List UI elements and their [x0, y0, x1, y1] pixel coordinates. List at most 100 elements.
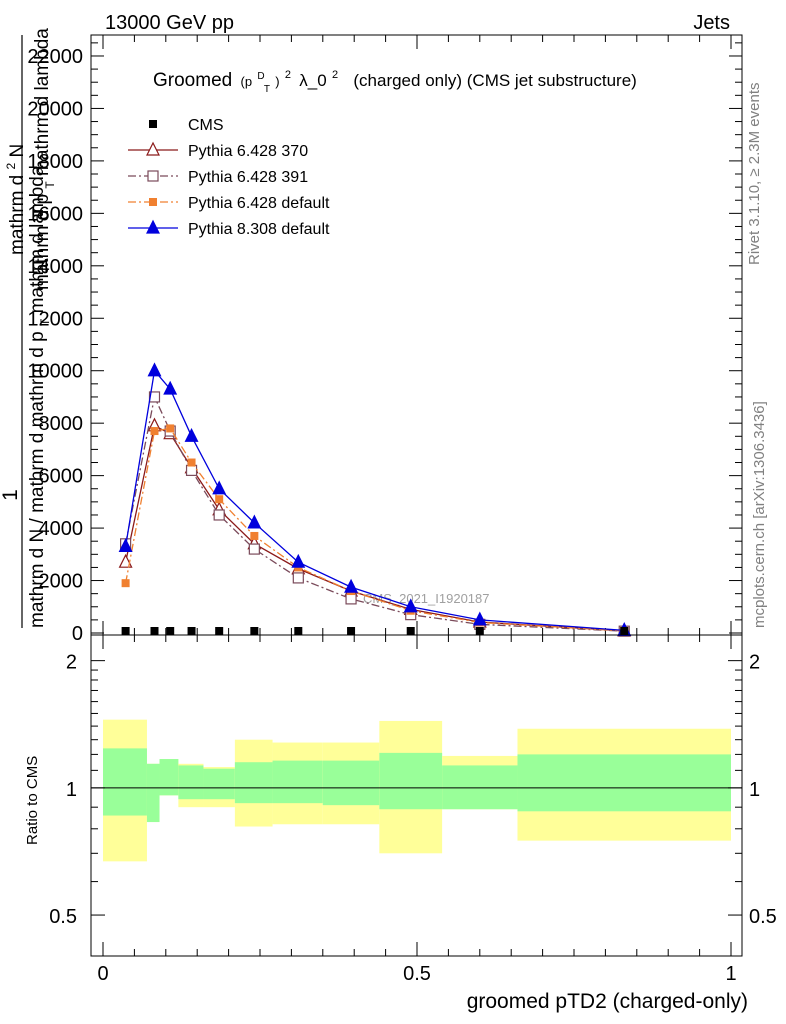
series-point-p8def: [403, 598, 418, 613]
main-y-axis: 0 2000 4000 6000 8000 10000 12000 14000 16000 180…: [27, 42, 742, 645]
y-tick-label: 4000: [39, 518, 84, 540]
y-tick-label: 18000: [27, 151, 83, 173]
svg-text:mathrm d N / mathrm d mathrm d: mathrm d N / mathrm d mathrm d p T mathr…: [27, 165, 54, 628]
series-point-p8def: [147, 362, 162, 377]
legend-label: CMS: [188, 117, 224, 134]
ratio-tick-label: 2: [66, 652, 77, 674]
ylabel-one: 1: [0, 489, 22, 501]
ylabel-denom-sub: T: [38, 318, 52, 326]
title-rest: (charged only) (CMS jet substructure): [353, 71, 636, 90]
analysis-tag: CMS_2021_I1920187: [363, 591, 490, 606]
series-point-p8def: [472, 611, 487, 626]
ratio-tick-label-right: 2: [749, 652, 760, 674]
legend-label: Pythia 8.308 default: [188, 221, 330, 238]
ratio-x-axis: 0 0.5 1: [97, 635, 737, 985]
ylabel-line1-sup: 2: [4, 162, 18, 169]
series-point-p391: [248, 543, 260, 555]
title-lambda: λ_0: [299, 71, 326, 90]
ylabel-line1: mathrm d: [7, 175, 28, 255]
y-tick-label: 0: [72, 623, 83, 645]
series-point-p6def: [150, 427, 159, 436]
cms-point: [347, 627, 356, 635]
ratio-band-inner: [234, 762, 273, 804]
ylabel-line1-end: N: [7, 144, 28, 158]
legend-marker-p8def: [146, 219, 160, 234]
ratio-y-axis: 0.5 0.5 1 1 2 2: [49, 652, 777, 928]
ratio-bands: [103, 719, 731, 862]
category-label: Jets: [693, 12, 730, 34]
svg-text:mathrm d p T math: mathrm d p T mathrm d lambda: [32, 28, 59, 290]
ratio-panel: 0.5 0.51 12 2 0 0.5 1 Ratio to CMS: [24, 634, 777, 985]
series-point-p391: [148, 391, 161, 403]
title-sup-2b: 2: [332, 69, 338, 81]
legend-marker-p370: [146, 141, 160, 156]
y-tick-label: 12000: [27, 308, 83, 330]
ratio-band-inner: [379, 752, 443, 810]
ratio-band-inner: [517, 754, 731, 812]
series-point-p8def: [184, 427, 199, 442]
plot-title: Groomed (p D T ) 2 λ_0 2 (charged only) …: [153, 62, 637, 97]
ylabel-line2-sub: T: [43, 181, 57, 189]
series-point-p8def: [212, 480, 227, 495]
cms-point: [187, 627, 196, 635]
energy-label: 13000 GeV pp: [105, 12, 234, 34]
series-point-p6def: [215, 495, 224, 504]
cms-point: [215, 627, 224, 635]
ratio-band-inner: [178, 765, 204, 800]
x-axis-label: groomed pTD2 (charged-only): [467, 990, 748, 1013]
y-tick-label: 14000: [27, 256, 83, 278]
series-point-p391: [292, 572, 304, 584]
series-point-p6def: [121, 579, 130, 588]
ylabel-denom: mathrm d N / mathrm d mathrm d p: [27, 331, 48, 628]
y-tick-label: 20000: [27, 98, 83, 120]
title-main: Groomed: [153, 70, 232, 91]
x-tick-label: 1: [725, 963, 736, 985]
series-point-p8def: [163, 380, 178, 395]
y-tick-label: 22000: [27, 46, 83, 68]
ratio-band-inner: [146, 763, 160, 823]
y-tick-label: 6000: [39, 466, 84, 488]
series-point-p6def: [166, 424, 175, 433]
cms-point: [406, 627, 415, 635]
y-tick-label: 16000: [27, 203, 83, 225]
series-point-p391: [345, 593, 357, 605]
series-layer: [118, 362, 632, 637]
cms-point: [166, 627, 175, 635]
cms-point: [475, 627, 484, 635]
x-tick-label: 0: [97, 963, 108, 985]
cms-data-points: [121, 627, 629, 635]
ratio-band-inner: [103, 748, 147, 816]
cms-point: [294, 627, 303, 635]
main-panel: 0 2000 4000 6000 8000 10000 12000 14000 16000 180…: [27, 34, 743, 645]
series-point-p6def: [250, 531, 259, 540]
series-point-p391: [185, 464, 198, 476]
svg-text:mathrm d 2 N: mathrm d 2 N: [0, 144, 28, 255]
y-tick-label: 10000: [27, 361, 83, 383]
legend: CMS Pythia 6.428 370 Pythia 6.428 391 Pythi…: [128, 117, 330, 238]
cms-point: [150, 627, 159, 635]
ratio-band-inner: [442, 765, 518, 810]
cms-point: [250, 627, 259, 635]
main-y-label: mathrm d 2 N mathrm d p T mathrm d lambd…: [0, 28, 59, 628]
ratio-band-inner: [159, 759, 179, 796]
title-close: ): [275, 74, 279, 89]
ratio-tick-label-right: 0.5: [749, 906, 777, 928]
series-point-p8def: [291, 553, 306, 568]
mcplots-label: mcplots.cern.ch [arXiv:1306.3436]: [751, 401, 768, 628]
legend-marker-p391: [147, 170, 159, 182]
ylabel-line2-end: mathrm d lambda: [32, 28, 53, 176]
series-point-p6def: [187, 458, 196, 467]
rivet-label: Rivet 3.1.10, ≥ 2.3M events: [746, 83, 763, 266]
legend-label: Pythia 6.428 370: [188, 143, 308, 160]
x-tick-label: 0.5: [403, 963, 431, 985]
title-sup-2: 2: [285, 69, 291, 81]
ratio-tick-label: 1: [66, 779, 77, 801]
cms-point: [620, 627, 629, 635]
ratio-tick-label-right: 1: [749, 779, 760, 801]
legend-label: Pythia 6.428 default: [188, 195, 330, 212]
ratio-band-inner: [203, 768, 235, 800]
legend-marker-cms: [149, 120, 157, 128]
cms-point: [121, 627, 130, 635]
series-point-p8def: [344, 578, 359, 593]
